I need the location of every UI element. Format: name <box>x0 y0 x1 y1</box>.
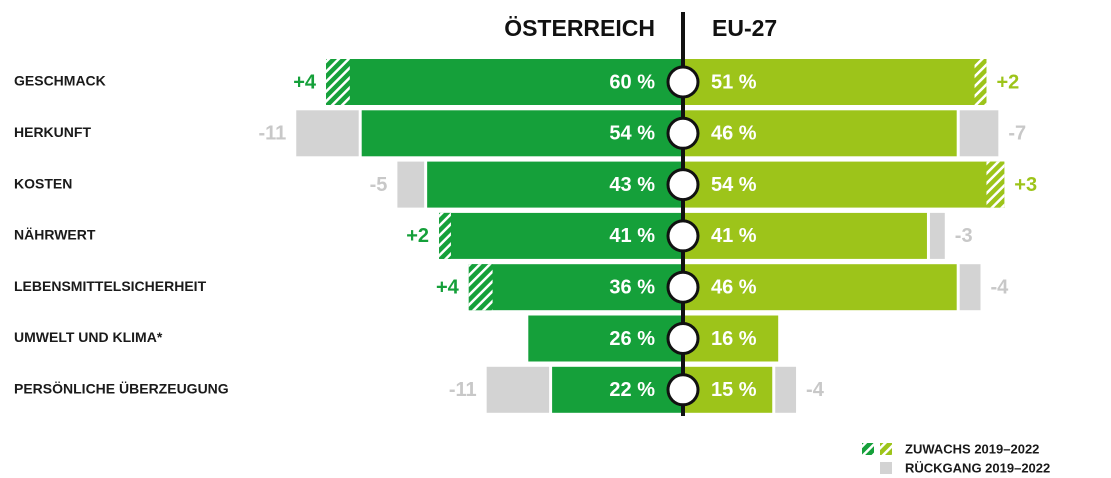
legend-label: RÜCKGANG 2019–2022 <box>905 460 1050 475</box>
icon <box>666 373 700 407</box>
bar <box>361 110 683 157</box>
change-label: -4 <box>991 276 1010 298</box>
value-label: 16 % <box>711 328 757 350</box>
value-label: 41 % <box>609 225 655 247</box>
decrease-segment <box>397 161 425 208</box>
increase-segment <box>468 264 493 311</box>
icon <box>666 270 700 304</box>
icon <box>666 219 700 253</box>
bar <box>683 212 927 259</box>
change-label: +2 <box>406 225 429 247</box>
bar <box>528 315 683 362</box>
value-label: 36 % <box>609 276 655 298</box>
value-label: 46 % <box>711 123 757 145</box>
legend-swatch <box>880 443 892 455</box>
bar <box>439 212 683 259</box>
change-label: +3 <box>1014 174 1037 196</box>
bar <box>683 264 957 311</box>
icon <box>666 65 700 99</box>
legend-label: ZUWACHS 2019–2022 <box>905 441 1039 456</box>
value-label: 26 % <box>609 328 655 350</box>
decrease-segment <box>296 110 359 157</box>
change-label: -3 <box>955 225 973 247</box>
value-label: 41 % <box>711 225 757 247</box>
bar <box>683 110 957 157</box>
legend-swatch <box>880 462 892 474</box>
increase-segment <box>974 59 987 105</box>
increase-segment <box>986 161 1005 208</box>
bar <box>683 59 987 105</box>
icon <box>666 322 700 355</box>
decrease-segment <box>959 110 999 157</box>
icon <box>666 168 700 202</box>
category-label: HERKUNFT <box>14 124 91 140</box>
series-header: EU-27 <box>712 15 777 41</box>
bar <box>552 366 683 413</box>
value-label: 43 % <box>609 174 655 196</box>
value-label: 54 % <box>711 174 757 196</box>
change-label: -7 <box>1008 123 1026 145</box>
bar <box>683 161 1005 208</box>
change-label: +4 <box>293 71 317 93</box>
bar <box>326 59 683 105</box>
decrease-segment <box>929 212 945 259</box>
legend-swatch <box>862 443 874 455</box>
series-header: ÖSTERREICH <box>504 15 655 41</box>
change-label: -5 <box>370 174 388 196</box>
change-label: -11 <box>449 379 477 401</box>
category-label: UMWELT UND KLIMA* <box>14 329 163 345</box>
change-label: -4 <box>806 379 825 401</box>
category-label: NÄHRWERT <box>14 227 96 243</box>
change-label: +4 <box>436 276 460 298</box>
value-label: 15 % <box>711 379 757 401</box>
value-label: 54 % <box>609 123 655 145</box>
category-label: PERSÖNLICHE ÜBERZEUGUNG <box>14 381 229 397</box>
increase-segment <box>326 59 350 105</box>
value-label: 60 % <box>609 71 655 93</box>
category-label: GESCHMACK <box>14 73 106 89</box>
category-label: KOSTEN <box>14 175 72 191</box>
overlay: 60 % 51 % 54 % 46 % 43 % 54 % 41 % 41 % 36 % 46 %… <box>609 65 757 407</box>
value-label: 51 % <box>711 71 757 93</box>
decrease-segment <box>959 264 981 311</box>
icon <box>666 116 700 150</box>
increase-segment <box>439 212 451 259</box>
value-label: 46 % <box>711 276 757 298</box>
value-label: 22 % <box>609 379 655 401</box>
bar <box>427 161 683 208</box>
decrease-segment <box>775 366 797 413</box>
bar <box>468 264 683 311</box>
category-label: LEBENSMITTELSICHERHEIT <box>14 278 207 294</box>
change-label: -11 <box>258 123 286 145</box>
decrease-segment <box>486 366 550 413</box>
change-label: +2 <box>996 71 1019 93</box>
bars <box>296 59 1005 413</box>
